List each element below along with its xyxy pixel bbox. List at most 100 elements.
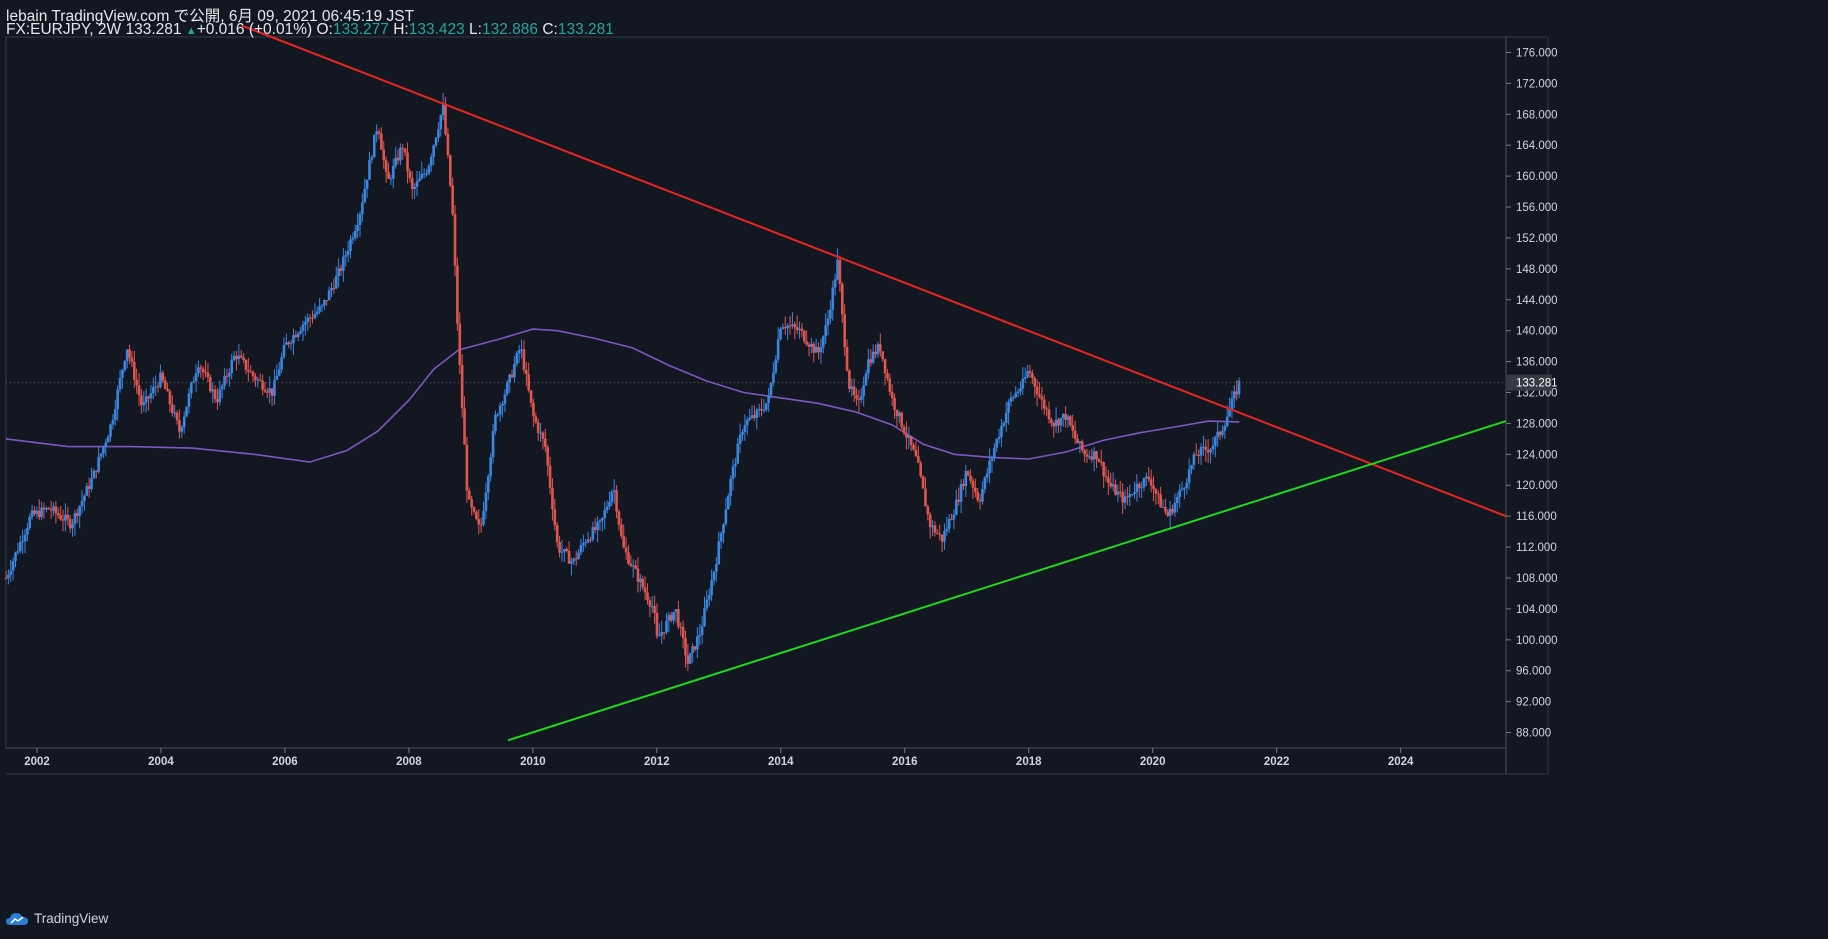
candle-body: [47, 508, 51, 510]
candle-body: [1019, 388, 1022, 392]
candle-body: [467, 490, 471, 500]
candle-body: [900, 412, 903, 427]
candle-body: [97, 456, 100, 472]
candle-body: [938, 533, 941, 535]
candle-body: [622, 536, 626, 548]
candle-body: [1156, 493, 1160, 495]
candle-body: [874, 351, 877, 355]
candle-body: [1213, 437, 1217, 446]
candle-body: [213, 389, 217, 400]
candle-body: [1028, 371, 1032, 374]
candle-body: [1099, 461, 1103, 463]
candle-body: [1154, 489, 1158, 494]
candle-body: [204, 372, 207, 374]
candle-body: [736, 443, 740, 464]
candle-body: [104, 442, 108, 447]
candle-body: [544, 438, 547, 447]
candle-body: [1126, 496, 1129, 498]
candle-body: [570, 561, 573, 564]
candle-body: [325, 300, 329, 302]
candle-body: [270, 388, 274, 396]
symbol-legend: FX:EURJPY, 2W 133.281 ▲+0.016 (+0.01%) O…: [6, 21, 614, 39]
candle-body: [465, 444, 469, 491]
candle-body: [1061, 413, 1065, 418]
candle-body: [78, 506, 81, 516]
candle-body: [907, 435, 911, 438]
candle-body: [125, 349, 129, 362]
candle-body: [826, 318, 830, 326]
close-value: 133.281: [557, 21, 614, 38]
candle-body: [64, 514, 67, 521]
candle-body: [886, 373, 889, 379]
candle-body: [617, 511, 621, 525]
y-tick-label: 96.000: [1516, 666, 1551, 678]
candle-body: [629, 563, 633, 566]
moving-average-layer: [5, 328, 1240, 463]
candle-body: [769, 382, 773, 396]
candle-body: [833, 279, 837, 288]
candle-body: [1180, 488, 1184, 491]
y-tick-label: 116.000: [1516, 511, 1557, 523]
y-tick-label: 156.000: [1516, 202, 1558, 214]
candle-body: [1221, 430, 1224, 436]
candle-body: [132, 361, 136, 380]
candle-body: [391, 165, 395, 179]
y-tick-label: 100.000: [1516, 635, 1558, 647]
candle-body: [199, 367, 203, 369]
candle-body: [995, 439, 999, 448]
candle-body: [783, 327, 787, 329]
candle-body: [513, 364, 516, 378]
y-tick-label: 92.000: [1516, 697, 1551, 709]
candle-body: [1197, 455, 1200, 457]
candle-body: [812, 343, 816, 353]
candle-body: [175, 412, 179, 421]
candle-body: [220, 385, 224, 390]
candle-body: [883, 359, 887, 374]
candle-body: [1104, 475, 1108, 478]
candle-body: [593, 527, 597, 530]
candle-body: [137, 385, 141, 396]
candle-body: [729, 478, 732, 496]
candle-body: [810, 343, 813, 347]
candle-body: [266, 391, 269, 393]
candle-body: [190, 382, 193, 394]
candle-body: [285, 342, 288, 345]
price-axis[interactable]: 88.000 92.000 96.000 100.000 104.000 108.000 1…: [1506, 47, 1558, 740]
candle-body: [1187, 469, 1191, 483]
candle-body: [1137, 483, 1141, 488]
time-axis[interactable]: 2002 2004 2006 2008 2010 2012 2014 2016 2018 2020…: [24, 748, 1414, 768]
candle-body: [1083, 450, 1086, 455]
candle-body: [586, 539, 590, 543]
candle-body: [1192, 454, 1196, 465]
candle-body: [1016, 391, 1020, 394]
candle-body: [724, 509, 728, 525]
candle-body: [456, 265, 459, 324]
candle-body: [448, 155, 452, 186]
candle-body: [249, 371, 253, 373]
price-change: +0.016 (+0.01%): [196, 21, 313, 38]
candle-body: [879, 344, 882, 352]
candle-body: [738, 434, 742, 444]
y-tick-label: 144.000: [1516, 295, 1558, 307]
candle-body: [206, 372, 210, 378]
candle-body: [121, 369, 124, 378]
candle-body: [969, 475, 972, 481]
candle-body: [933, 525, 937, 533]
tradingview-brand[interactable]: TradingView: [6, 911, 108, 926]
candle-body: [636, 568, 640, 582]
candle-body: [1042, 399, 1046, 409]
candle-body: [425, 173, 428, 175]
candle-body: [73, 513, 77, 524]
candle-body: [1128, 494, 1132, 498]
candle-body: [216, 399, 219, 403]
x-tick-label: 2010: [520, 756, 546, 768]
high-label: H:: [393, 21, 409, 38]
candle-body: [717, 541, 721, 565]
candle-body: [1149, 479, 1153, 486]
candle-body: [403, 148, 407, 153]
x-tick-label: 2002: [24, 756, 50, 768]
candle-body: [1202, 446, 1205, 448]
candle-body: [893, 397, 896, 410]
candle-body: [496, 414, 500, 416]
